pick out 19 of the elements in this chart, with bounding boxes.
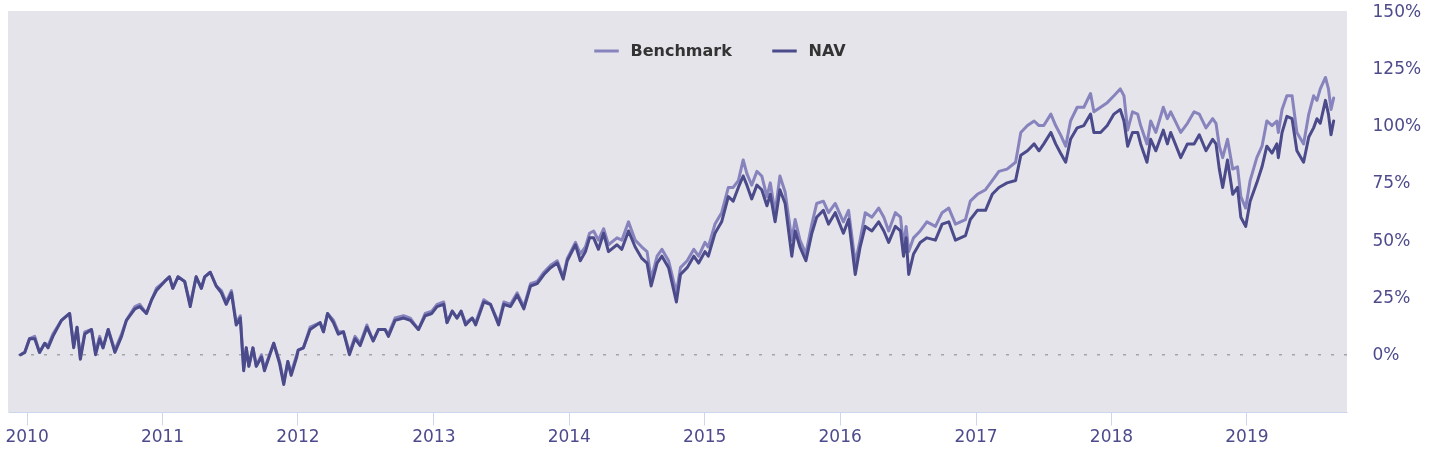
x-tick-label: 2019 (1225, 425, 1269, 446)
y-tick-label: 150% (1372, 0, 1422, 21)
x-tick-label: 2010 (5, 425, 49, 446)
legend-label: NAV (808, 41, 847, 60)
y-tick-label: 25% (1372, 286, 1411, 307)
y-tick-label: 125% (1372, 57, 1422, 78)
legend-label: Benchmark (630, 41, 733, 60)
y-tick-label: 50% (1372, 229, 1411, 250)
x-tick-label: 2017 (954, 425, 998, 446)
y-tick-label: 100% (1372, 115, 1422, 136)
y-tick-label: 0% (1372, 344, 1400, 365)
y-tick-label: 75% (1372, 172, 1411, 193)
x-tick-label: 2015 (683, 425, 727, 446)
x-tick-label: 2012 (276, 425, 320, 446)
x-tick-label: 2016 (818, 425, 862, 446)
x-tick-label: 2013 (412, 425, 456, 446)
x-tick-label: 2014 (547, 425, 591, 446)
x-tick-label: 2018 (1089, 425, 1134, 446)
x-tick-label: 2011 (140, 425, 185, 446)
